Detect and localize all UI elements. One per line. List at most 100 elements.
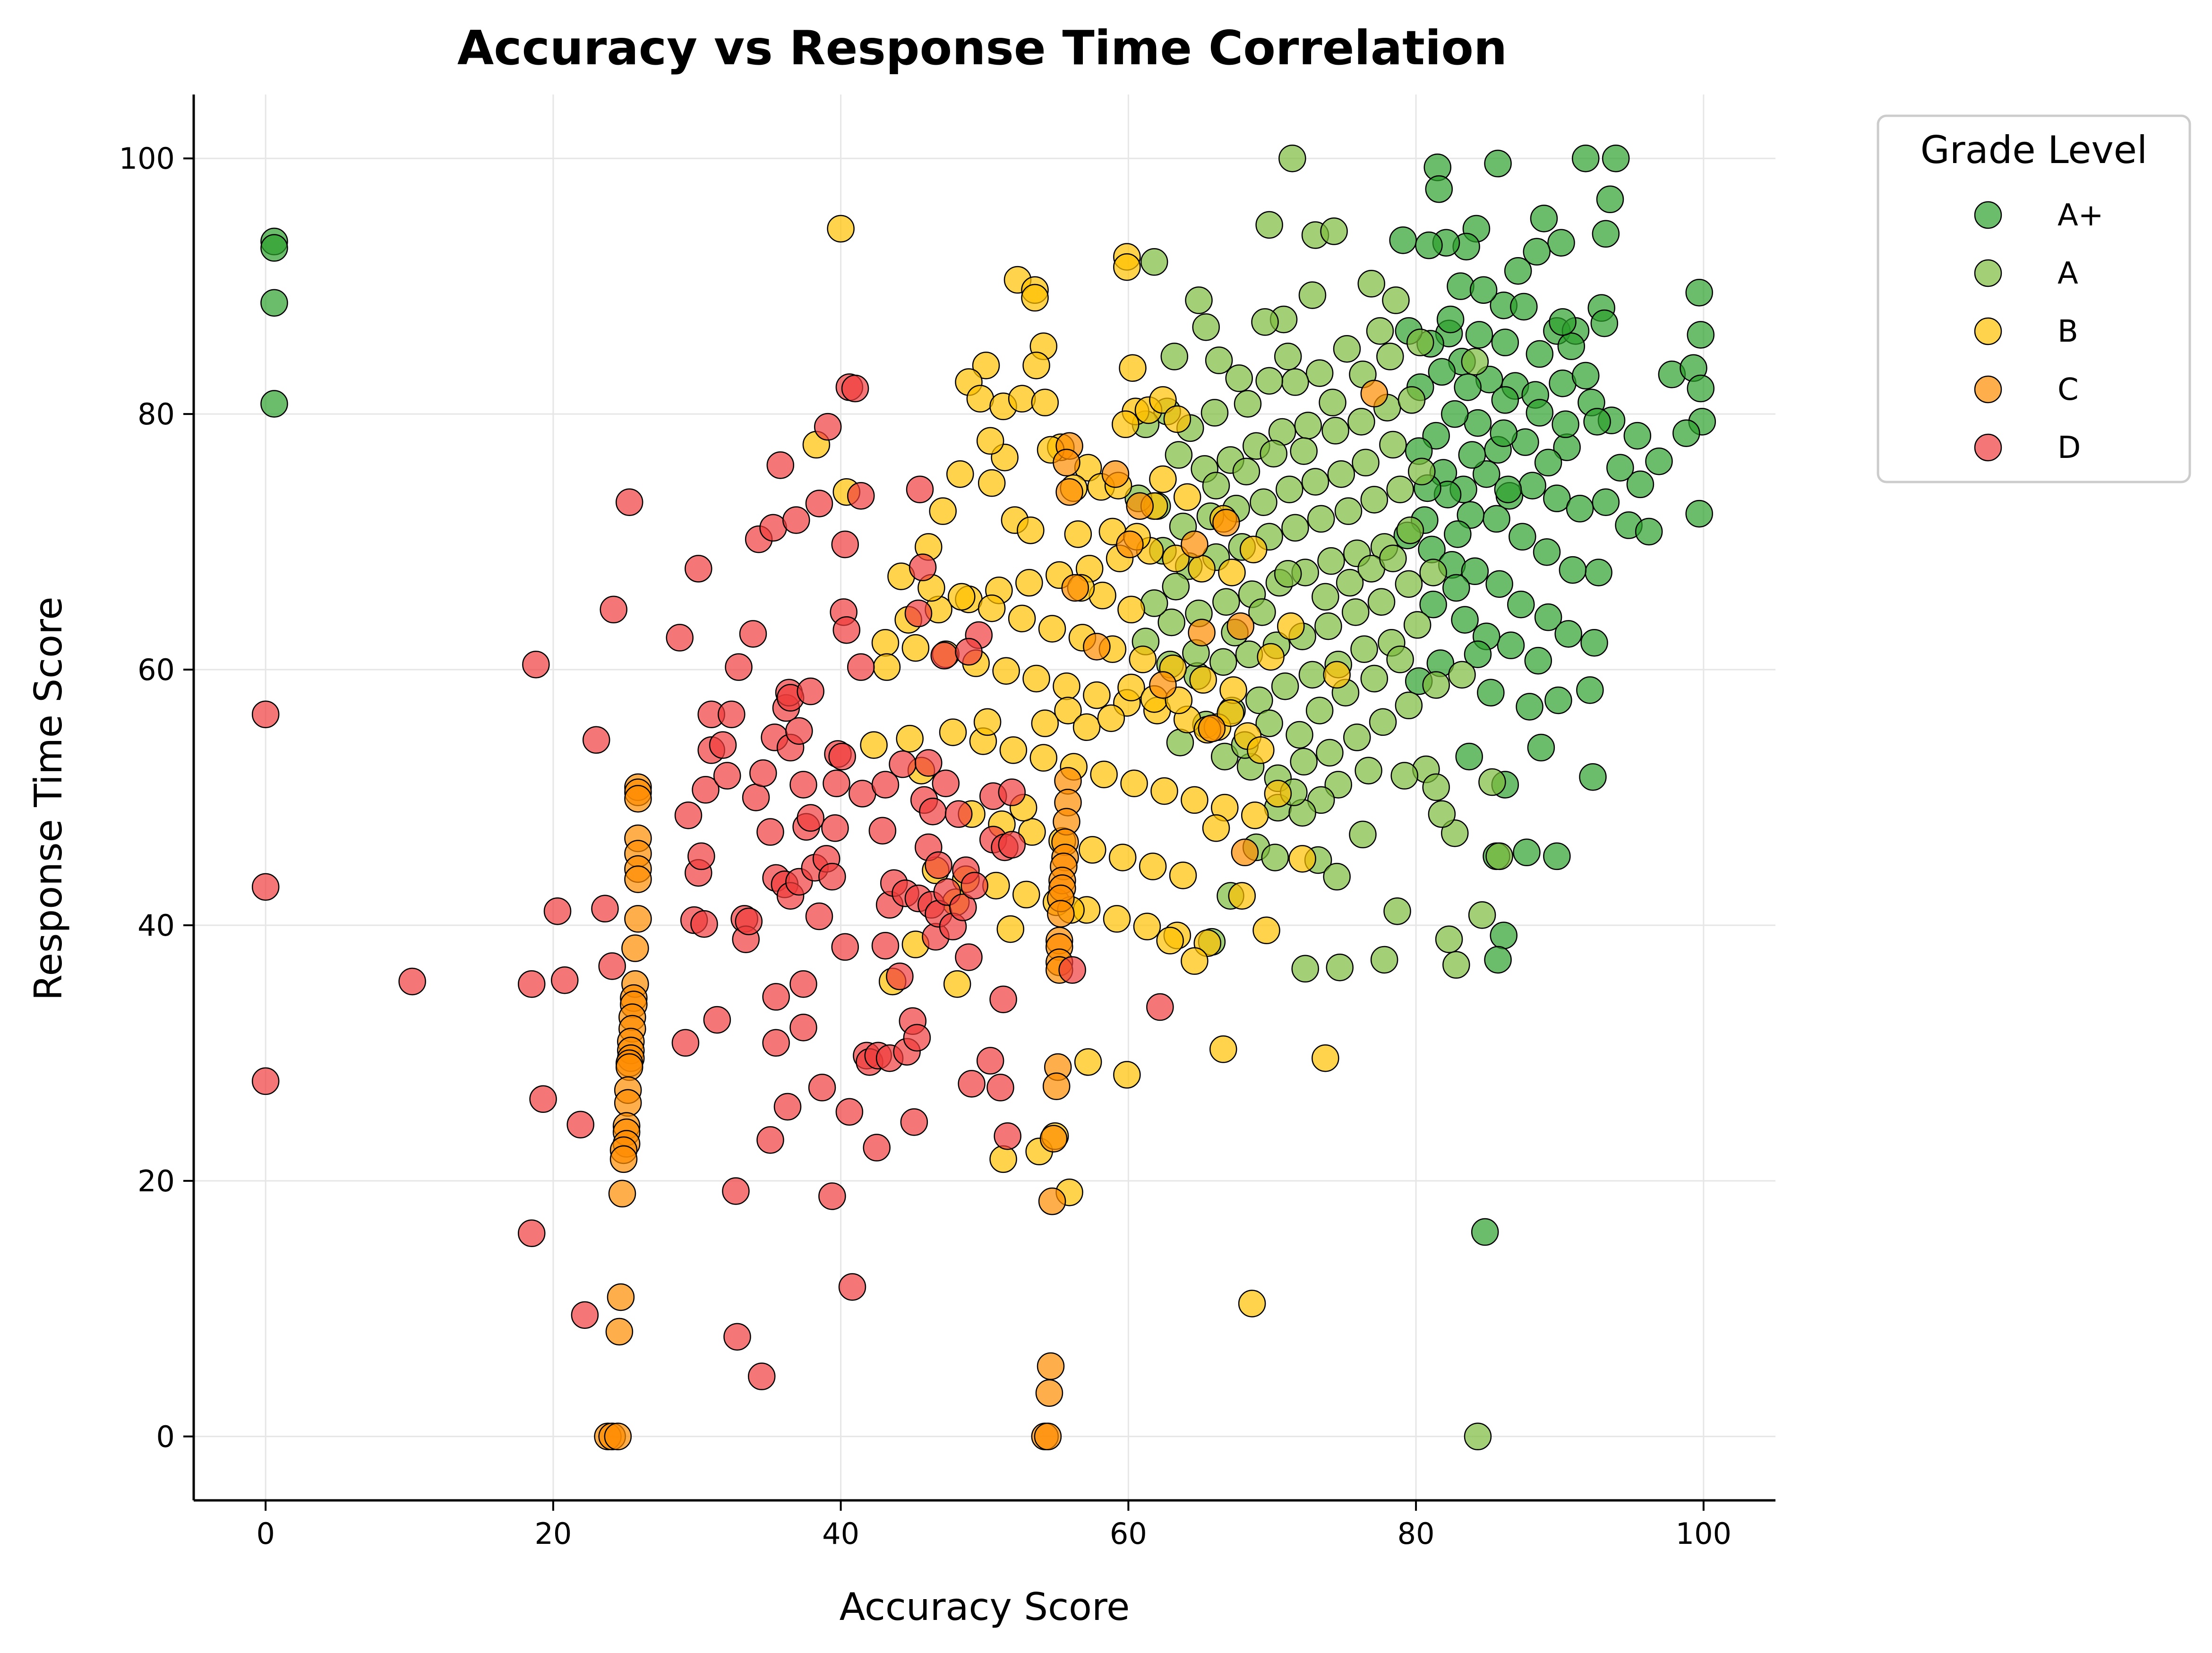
data-point: [1218, 559, 1246, 586]
data-point: [1083, 633, 1111, 661]
data-point: [1527, 733, 1555, 762]
data-point: [1645, 447, 1673, 475]
data-point: [1234, 390, 1262, 418]
data-point: [1386, 646, 1414, 673]
data-point: [1566, 495, 1594, 523]
data-point: [1441, 400, 1469, 428]
data-point: [260, 289, 288, 317]
data-point: [904, 599, 933, 628]
data-point: [1554, 620, 1582, 648]
data-point: [1112, 410, 1140, 439]
data-point: [1015, 568, 1043, 597]
data-point: [1034, 1422, 1062, 1451]
data-point: [1347, 408, 1375, 436]
data-point: [1571, 144, 1600, 172]
data-point: [1250, 488, 1277, 516]
data-point: [1169, 861, 1197, 889]
data-point: [1238, 1290, 1266, 1317]
data-point: [782, 506, 810, 534]
data-point: [1261, 844, 1289, 871]
data-point: [759, 514, 787, 542]
data-point: [1314, 612, 1342, 640]
data-point: [1103, 905, 1131, 933]
data-point: [896, 724, 924, 753]
legend-marker: [1974, 317, 2002, 345]
data-point: [1276, 475, 1303, 503]
data-point: [1349, 820, 1377, 849]
data-point: [1590, 309, 1619, 337]
data-point: [1461, 557, 1489, 585]
data-point: [863, 1134, 891, 1162]
data-point: [1623, 422, 1652, 450]
data-point: [1017, 517, 1045, 544]
data-point: [992, 657, 1020, 685]
x-tick-label: 20: [534, 1516, 572, 1551]
data-point: [1226, 612, 1255, 640]
data-point: [1181, 947, 1209, 975]
data-point: [1442, 574, 1470, 602]
data-point: [1518, 472, 1546, 499]
data-point: [1317, 547, 1345, 575]
data-point: [1576, 676, 1604, 704]
data-point: [1606, 454, 1634, 482]
x-tick-label: 100: [1676, 1516, 1732, 1551]
x-tick-label: 40: [822, 1516, 859, 1551]
data-point: [1396, 517, 1424, 544]
data-point: [1367, 588, 1396, 616]
data-point: [932, 769, 960, 797]
data-point: [1395, 570, 1423, 598]
data-point: [1037, 1352, 1065, 1380]
data-point: [955, 637, 983, 666]
data-point: [1202, 814, 1230, 842]
data-point: [1281, 368, 1309, 396]
data-point: [1212, 508, 1240, 537]
y-ticks: 0 20 40 60 80 100: [119, 141, 194, 1454]
data-point: [709, 731, 737, 759]
data-point: [871, 629, 900, 657]
data-point: [1288, 845, 1316, 873]
data-point: [1248, 598, 1276, 626]
data-point: [1583, 408, 1611, 436]
data-point: [831, 530, 859, 559]
data-point: [823, 769, 850, 797]
data-point: [900, 1108, 928, 1136]
data-point: [1504, 257, 1532, 285]
data-point: [749, 759, 777, 787]
data-point: [1140, 248, 1168, 276]
data-point: [785, 717, 813, 745]
data-point: [973, 708, 1002, 736]
data-point: [1255, 211, 1283, 239]
data-point: [1219, 676, 1247, 704]
data-point: [1382, 286, 1410, 314]
data-point: [943, 970, 971, 998]
data-point: [1323, 862, 1351, 891]
data-point: [1491, 328, 1519, 356]
data-point: [873, 653, 901, 681]
data-point: [1298, 661, 1327, 689]
data-point: [1047, 900, 1075, 928]
legend-marker: [1974, 375, 2002, 404]
data-point: [1035, 1379, 1063, 1407]
data-point: [1457, 501, 1484, 529]
data-point: [1012, 880, 1040, 909]
data-point: [1333, 335, 1361, 363]
data-point: [1038, 615, 1066, 643]
data-point: [1231, 838, 1259, 867]
data-point: [1149, 465, 1177, 493]
data-point: [1687, 321, 1715, 349]
data-point: [1428, 800, 1456, 828]
data-point: [1472, 460, 1500, 488]
x-tick-label: 80: [1398, 1516, 1435, 1551]
data-point: [986, 1074, 1014, 1102]
data-point: [1408, 457, 1436, 486]
data-point: [1305, 697, 1334, 724]
data-point: [1031, 388, 1059, 417]
data-point: [1198, 715, 1226, 742]
data-point: [1523, 238, 1551, 266]
data-point: [1149, 386, 1177, 414]
data-point: [1038, 1187, 1066, 1215]
data-point: [1225, 364, 1253, 392]
